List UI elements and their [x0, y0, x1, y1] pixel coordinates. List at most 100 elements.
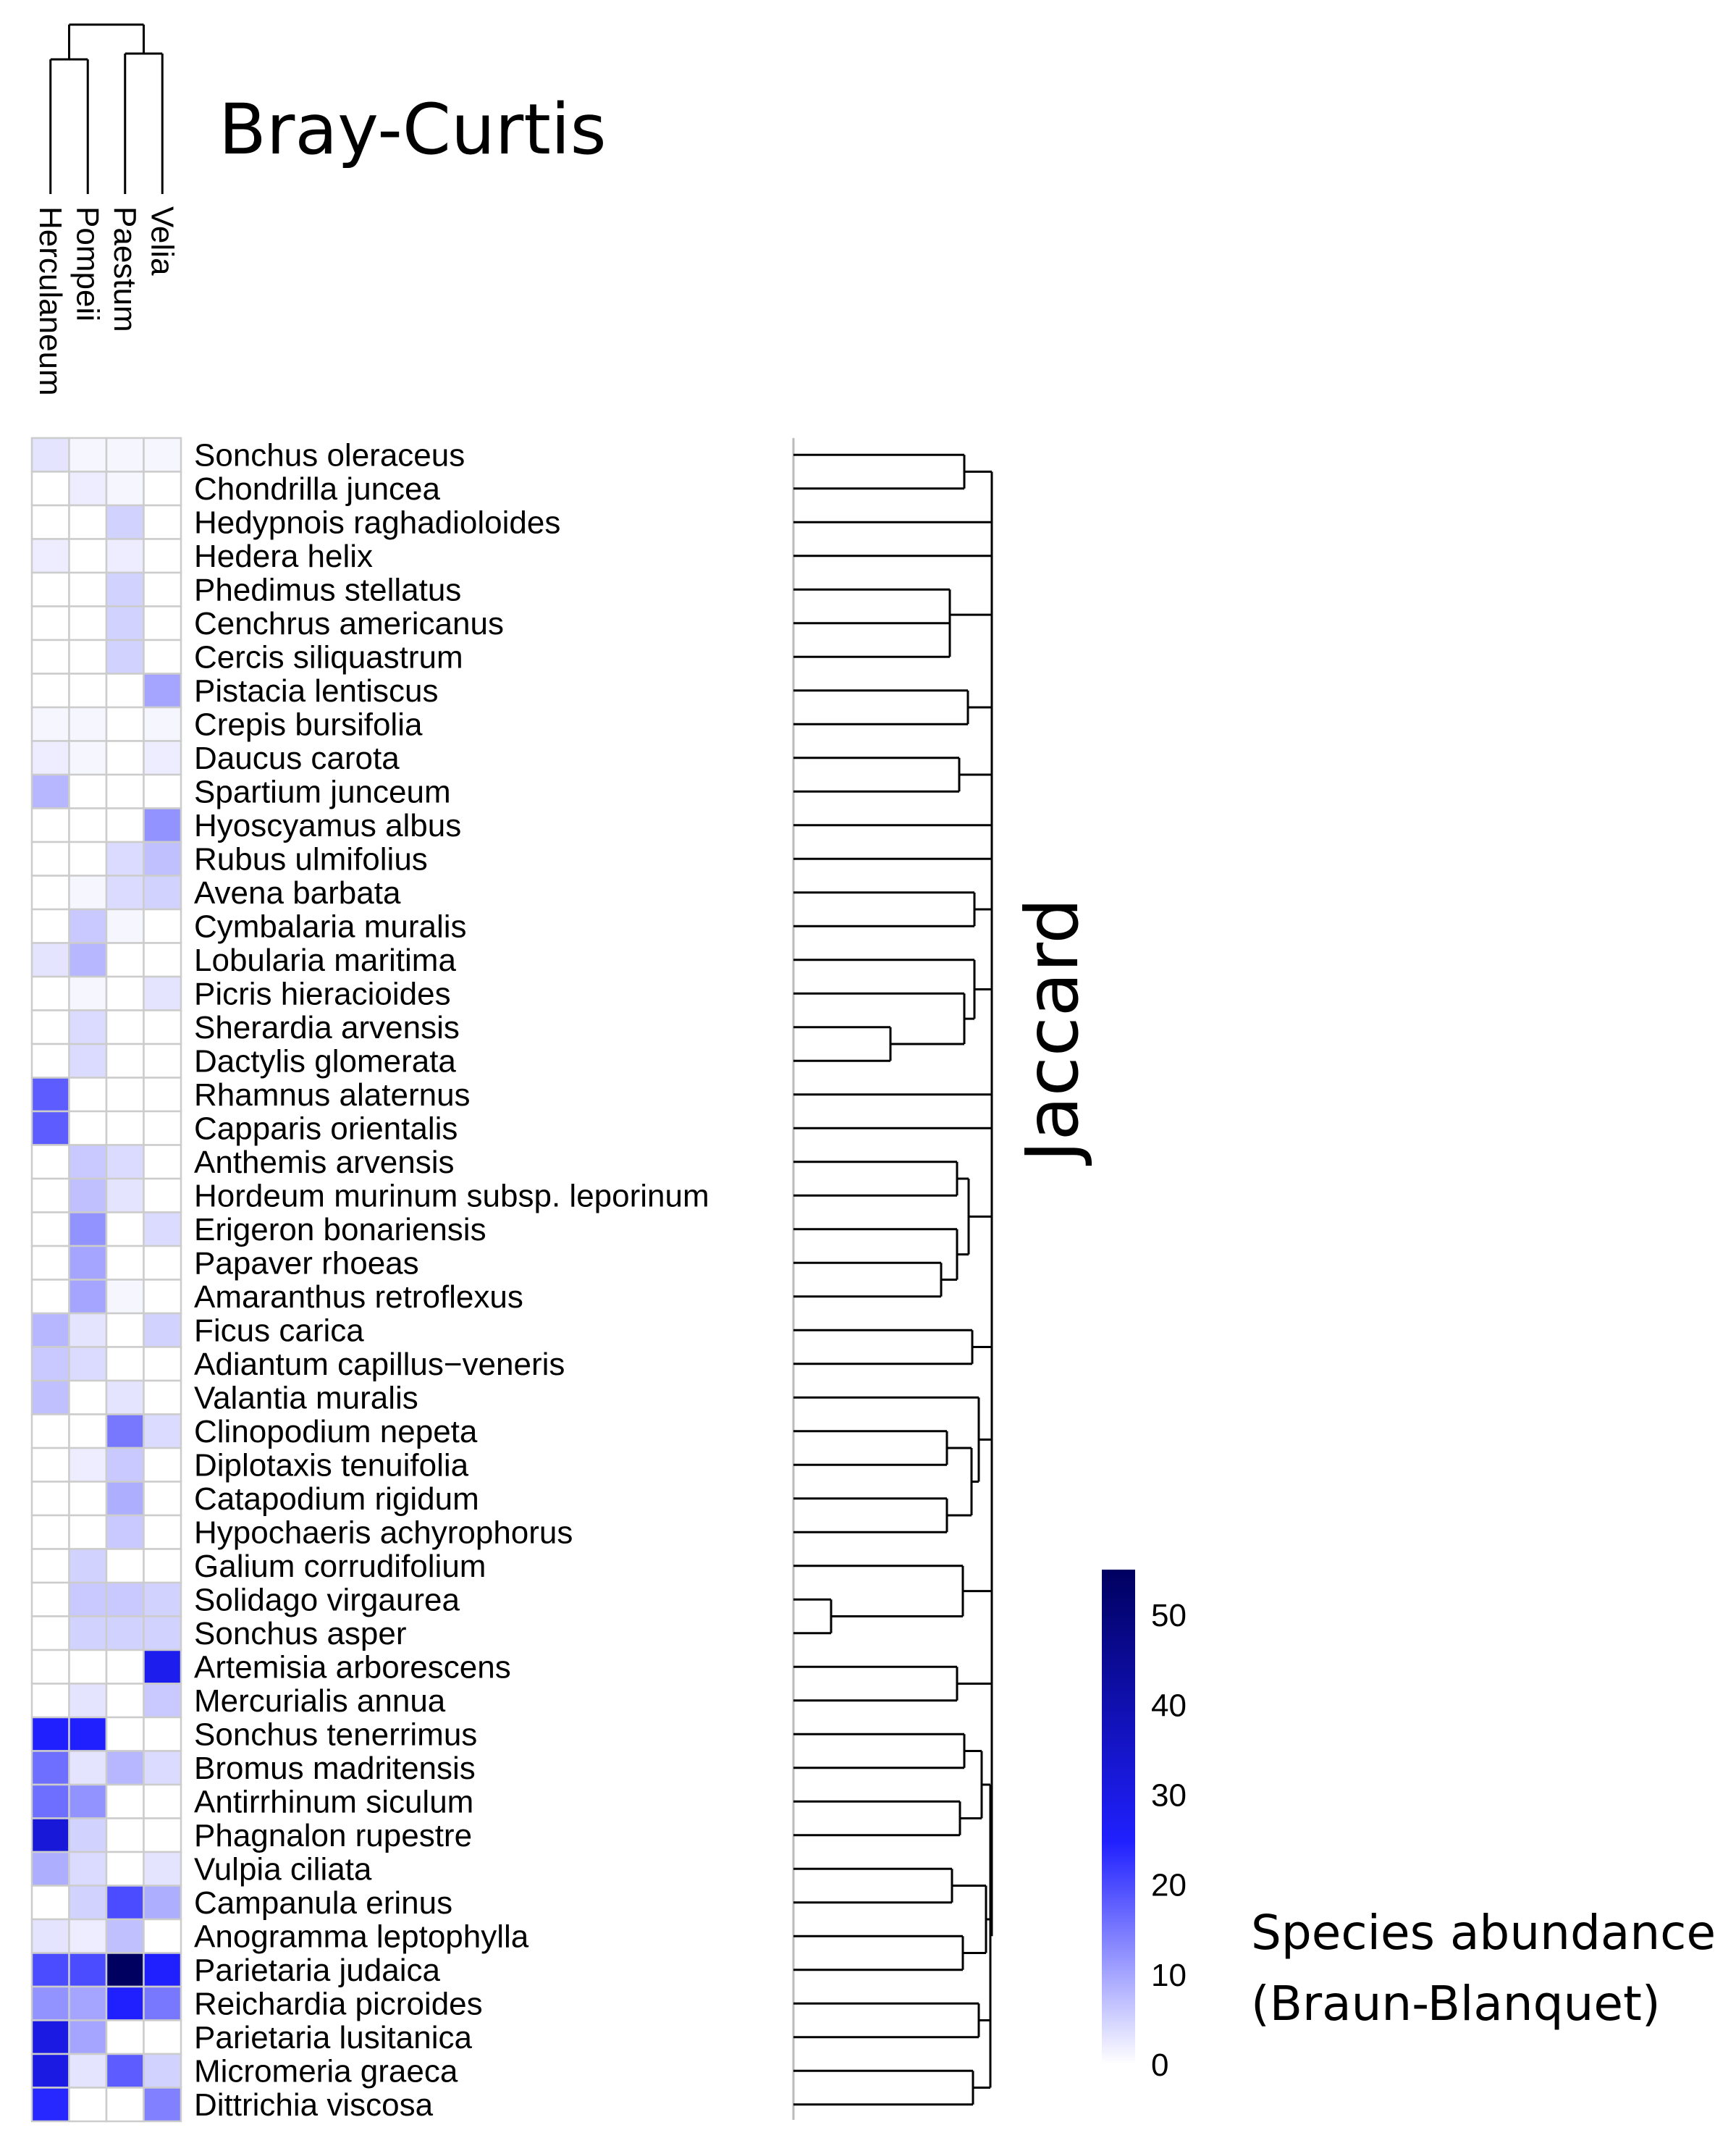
heatmap-cell	[68, 605, 108, 641]
row-label: Cymbalaria muralis	[194, 909, 467, 944]
heatmap-cell	[143, 1043, 182, 1079]
row-dendrogram-title: Jaccard	[1010, 898, 1095, 1166]
row-label: Parietaria lusitanica	[194, 2020, 472, 2055]
heatmap-cell	[105, 1885, 145, 1921]
column-labels: Herculaneum Pompeii Paestum Velia	[33, 206, 180, 396]
row-label: Valantia muralis	[194, 1380, 418, 1415]
row-label: Spartium junceum	[194, 774, 451, 809]
heatmap-cell	[68, 1177, 108, 1213]
heatmap-cell	[30, 1009, 70, 1045]
heatmap-cell	[68, 1683, 108, 1719]
heatmap-cell	[68, 1346, 108, 1382]
heatmap-cell	[105, 1581, 145, 1617]
heatmap-cell	[105, 2019, 145, 2055]
heatmap-cell	[68, 1581, 108, 1617]
heatmap-cell	[30, 740, 70, 776]
heatmap-cell	[30, 908, 70, 944]
heatmap-cell	[143, 504, 182, 540]
heatmap-cell	[143, 807, 182, 843]
heatmap-cell	[68, 571, 108, 607]
heatmap-cell	[143, 639, 182, 675]
heatmap-cell	[30, 1716, 70, 1752]
colorbar-tick-label: 10	[1151, 1958, 1187, 1993]
heatmap-cell	[68, 1548, 108, 1584]
heatmap-cell	[68, 2053, 108, 2089]
row-label: Pistacia lentiscus	[194, 673, 438, 709]
heatmap-cell	[105, 1077, 145, 1113]
row-label: Diplotaxis tenuifolia	[194, 1447, 469, 1483]
row-label: Hyoscyamus albus	[194, 808, 461, 843]
row-label: Amaranthus retroflexus	[194, 1279, 523, 1315]
heatmap-cell	[143, 875, 182, 911]
heatmap-cell	[30, 437, 70, 473]
heatmap-cells	[30, 437, 182, 2123]
heatmap-cell	[30, 942, 70, 978]
heatmap-cell	[105, 1615, 145, 1651]
colorbar-tick-label: 20	[1151, 1868, 1187, 1903]
heatmap-cell	[143, 1447, 182, 1483]
heatmap-cell	[30, 2053, 70, 2089]
colorbar-ticks: 0 10 20 30 40 50	[1151, 1598, 1187, 2083]
heatmap-cell	[30, 1447, 70, 1483]
heatmap-cell	[30, 1783, 70, 1819]
heatmap-cell	[68, 975, 108, 1011]
heatmap-cell	[30, 1312, 70, 1348]
colorbar	[1102, 1570, 1135, 2064]
heatmap-cell	[105, 908, 145, 944]
heatmap-cell	[30, 1581, 70, 1617]
heatmap-cell	[143, 1413, 182, 1449]
heatmap-cell	[68, 1885, 108, 1921]
heatmap-cell	[143, 2019, 182, 2055]
heatmap-cell	[143, 1279, 182, 1315]
row-label: Vulpia ciliata	[194, 1851, 372, 1887]
row-label: Capparis orientalis	[194, 1111, 458, 1146]
heatmap-cell	[68, 1077, 108, 1113]
heatmap-cell	[105, 1481, 145, 1517]
heatmap-cell	[105, 807, 145, 843]
column-dendrogram-title: Bray-Curtis	[219, 89, 607, 170]
heatmap-cell	[68, 875, 108, 911]
column-label: Velia	[144, 206, 180, 276]
heatmap-cell	[30, 1245, 70, 1281]
heatmap-cell	[68, 1615, 108, 1651]
row-label: Daucus carota	[194, 741, 400, 776]
heatmap-cell	[68, 1783, 108, 1819]
heatmap-cell	[30, 807, 70, 843]
heatmap-cell	[105, 571, 145, 607]
colorbar-label-line2: (Braun-Blanquet)	[1251, 1976, 1661, 2032]
heatmap-cell	[105, 773, 145, 809]
heatmap-cell	[68, 2087, 108, 2123]
heatmap-cell	[68, 1144, 108, 1180]
row-label: Phagnalon rupestre	[194, 1818, 472, 1853]
heatmap-cell	[30, 2019, 70, 2055]
heatmap-cell	[68, 1817, 108, 1853]
heatmap-cell	[105, 1009, 145, 1045]
heatmap-cell	[68, 504, 108, 540]
heatmap-cell	[105, 639, 145, 675]
heatmap-cell	[68, 1245, 108, 1281]
heatmap-cell	[30, 1985, 70, 2021]
heatmap-cell	[68, 471, 108, 507]
row-label: Micromeria graeca	[194, 2053, 458, 2089]
heatmap-cell	[30, 841, 70, 877]
heatmap-cell	[30, 706, 70, 742]
heatmap-cell	[68, 1750, 108, 1786]
heatmap-cell	[30, 1177, 70, 1213]
heatmap-cell	[105, 1649, 145, 1685]
heatmap-cell	[143, 2053, 182, 2089]
heatmap-cell	[143, 571, 182, 607]
heatmap-cell	[30, 1211, 70, 1247]
heatmap-cell	[105, 1447, 145, 1483]
heatmap-cell	[30, 1885, 70, 1921]
row-label: Hedera helix	[194, 539, 373, 574]
heatmap-cell	[105, 1346, 145, 1382]
heatmap-cell	[30, 875, 70, 911]
heatmap-cell	[68, 1481, 108, 1517]
heatmap-cell	[105, 942, 145, 978]
heatmap-cell	[143, 1750, 182, 1786]
heatmap-cell	[68, 1447, 108, 1483]
heatmap-cell	[30, 1144, 70, 1180]
column-label: Pompeii	[69, 206, 105, 321]
row-label: Bromus madritensis	[194, 1751, 476, 1786]
